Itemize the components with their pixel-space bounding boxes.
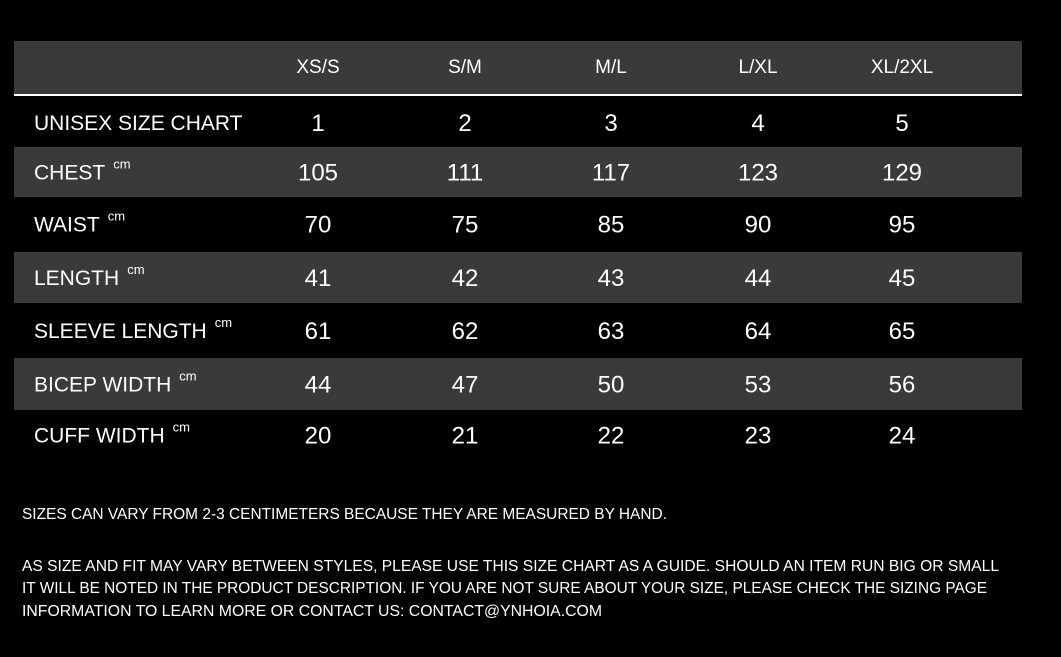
cell-value: 70 xyxy=(305,211,332,238)
cell-value: 64 xyxy=(745,318,772,345)
row-label: UNISEX SIZE CHART xyxy=(34,112,243,135)
row-label: SLEEVE LENGTH xyxy=(34,320,207,343)
row-band xyxy=(14,147,1022,197)
cell-value: 4 xyxy=(751,110,764,137)
cell-value: 129 xyxy=(882,159,922,186)
cell-value: 44 xyxy=(745,265,772,292)
column-header: XS/S xyxy=(296,57,339,78)
cell-value: 90 xyxy=(745,211,772,238)
cell-value: 47 xyxy=(452,371,479,398)
row-unit: cm xyxy=(215,315,232,330)
cell-value: 117 xyxy=(592,159,630,186)
cell-value: 65 xyxy=(889,318,916,345)
row-band xyxy=(14,358,1022,410)
cell-value: 42 xyxy=(452,265,479,292)
cell-value: 105 xyxy=(298,159,338,186)
row-unit: cm xyxy=(173,419,190,434)
cell-value: 85 xyxy=(598,211,625,238)
cell-value: 44 xyxy=(305,371,332,398)
cell-value: 21 xyxy=(452,422,479,449)
cell-value: 50 xyxy=(598,371,625,398)
cell-value: 123 xyxy=(738,159,778,186)
cell-value: 61 xyxy=(305,318,332,345)
cell-value: 1 xyxy=(311,110,324,137)
cell-value: 2 xyxy=(458,110,471,137)
row-unit: cm xyxy=(113,156,130,171)
row-band xyxy=(14,252,1022,303)
cell-value: 5 xyxy=(895,110,908,137)
note: IT WILL BE NOTED IN THE PRODUCT DESCRIPT… xyxy=(22,580,987,597)
cell-value: 111 xyxy=(447,159,483,186)
row-unit: cm xyxy=(108,208,125,223)
note: INFORMATION TO LEARN MORE OR CONTACT US:… xyxy=(22,603,602,620)
cell-value: 53 xyxy=(745,371,772,398)
row-label: LENGTH xyxy=(34,267,119,290)
column-header: L/XL xyxy=(738,57,777,78)
column-header: XL/2XL xyxy=(871,57,933,78)
cell-value: 24 xyxy=(889,422,916,449)
cell-value: 75 xyxy=(452,211,479,238)
header-bar xyxy=(14,41,1022,94)
row-label: WAIST xyxy=(34,214,100,237)
cell-value: 41 xyxy=(305,265,332,292)
cell-value: 95 xyxy=(889,211,916,238)
cell-value: 3 xyxy=(604,110,617,137)
cell-value: 45 xyxy=(889,265,916,292)
row-unit: cm xyxy=(179,368,196,383)
row-unit: cm xyxy=(127,262,144,277)
cell-value: 62 xyxy=(452,318,479,345)
cell-value: 20 xyxy=(305,422,332,449)
column-header: M/L xyxy=(595,57,627,78)
column-header: S/M xyxy=(448,57,482,78)
cell-value: 43 xyxy=(598,265,625,292)
cell-value: 23 xyxy=(745,422,772,449)
note: SIZES CAN VARY FROM 2-3 CENTIMETERS BECA… xyxy=(22,506,667,523)
cell-value: 63 xyxy=(598,318,625,345)
cell-value: 22 xyxy=(598,422,625,449)
row-label: BICEP WIDTH xyxy=(34,374,171,397)
note: AS SIZE AND FIT MAY VARY BETWEEN STYLES,… xyxy=(22,558,999,575)
row-label: CUFF WIDTH xyxy=(34,425,165,448)
row-label: CHEST xyxy=(34,162,105,185)
cell-value: 56 xyxy=(889,371,916,398)
